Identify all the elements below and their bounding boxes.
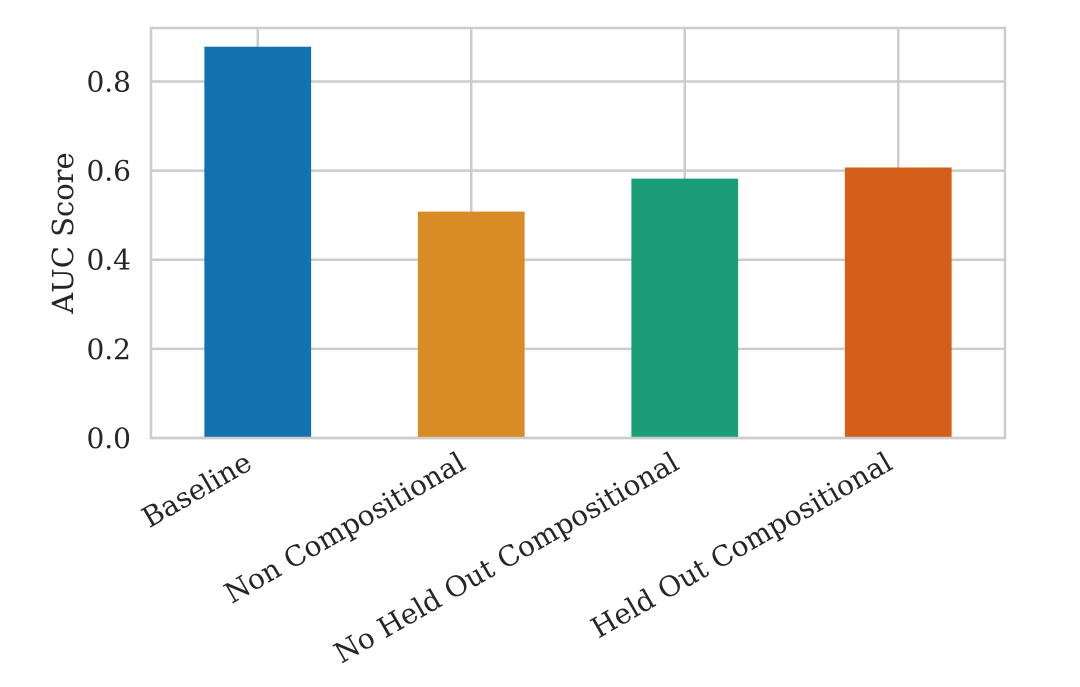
x-tick-label: Baseline [136, 445, 257, 534]
bar-baseline [204, 46, 312, 438]
y-tick-label: 0.8 [86, 65, 131, 98]
y-axis-ticks: 0.0 0.2 0.4 0.6 0.8 [86, 65, 131, 455]
plot-frame [149, 26, 1007, 440]
y-tick-label: 0.0 [86, 422, 131, 455]
y-axis-label: AUC Score [46, 152, 80, 314]
y-tick-label: 0.4 [86, 244, 131, 277]
y-tick-label: 0.6 [86, 155, 131, 188]
bar-no-held-out-compositional [631, 178, 739, 438]
bar-non-compositional [417, 211, 525, 438]
bars [204, 46, 952, 438]
y-tick-label: 0.2 [86, 333, 131, 366]
x-tick-label: No Held Out Compositional [328, 445, 684, 670]
bar-held-out-compositional [844, 167, 952, 438]
